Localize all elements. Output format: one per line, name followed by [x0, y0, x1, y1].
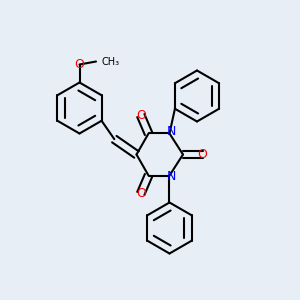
- Text: N: N: [166, 125, 176, 139]
- Text: O: O: [136, 187, 146, 200]
- Text: N: N: [166, 170, 176, 184]
- Text: O: O: [136, 109, 146, 122]
- Text: O: O: [198, 148, 207, 161]
- Text: CH₃: CH₃: [101, 56, 119, 67]
- Text: O: O: [75, 58, 84, 71]
